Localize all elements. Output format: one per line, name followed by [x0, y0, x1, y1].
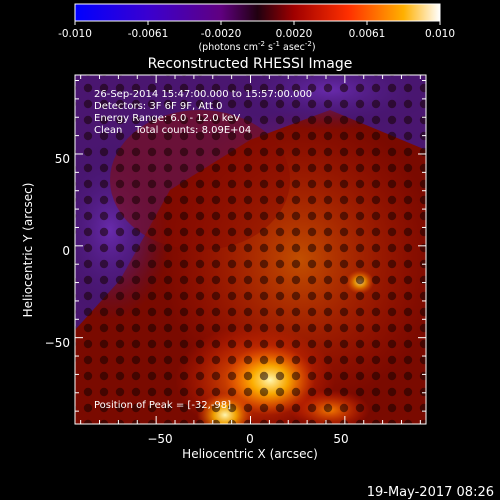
annotation-detectors: Detectors: 3F 6F 9F, Att 0	[94, 101, 222, 112]
x-tick-label-0: −50	[147, 432, 172, 446]
annotation-peak: Position of Peak = [-32,-98]	[94, 400, 231, 411]
chart-title: Reconstructed RHESSI Image	[148, 56, 353, 72]
y-tick-label-0: 50	[55, 152, 70, 166]
colorbar-tick-2: -0.0020	[201, 28, 242, 40]
annotation-energy: Energy Range: 6.0 - 12.0 keV	[94, 113, 240, 124]
footer-timestamp: 19-May-2017 08:26	[367, 485, 494, 500]
colorbar: -0.010 -0.0061 -0.0020 0.0020 0.0061 0.0…	[58, 3, 455, 53]
annotation-clean: Clean Total counts: 8.09E+04	[94, 125, 251, 136]
annotation-time-range: 26-Sep-2014 15:47:00.000 to 15:57:00.000	[94, 89, 312, 100]
colorbar-unit-label: (photons cm-2 s-1 asec-2)	[198, 40, 315, 53]
heatmap-image	[75, 75, 426, 424]
y-tick-label-2: −50	[45, 336, 70, 350]
colorbar-tick-1: -0.0061	[128, 28, 169, 40]
annotations: 26-Sep-2014 15:47:00.000 to 15:57:00.000…	[94, 89, 312, 411]
colorbar-tick-0: -0.010	[58, 28, 92, 40]
x-tick-label-2: 50	[333, 432, 348, 446]
axes-ticks	[75, 75, 426, 424]
y-tick-label-1: 0	[62, 244, 70, 258]
x-tick-label-1: 0	[246, 432, 254, 446]
x-axis-label: Heliocentric X (arcsec)	[182, 447, 318, 461]
colorbar-tick-5: 0.010	[425, 28, 455, 40]
colorbar-tick-4: 0.0061	[349, 28, 386, 40]
colorbar-gradient	[74, 3, 441, 22]
colorbar-tick-3: 0.0020	[276, 28, 313, 40]
y-axis-label: Heliocentric Y (arcsec)	[21, 183, 35, 318]
